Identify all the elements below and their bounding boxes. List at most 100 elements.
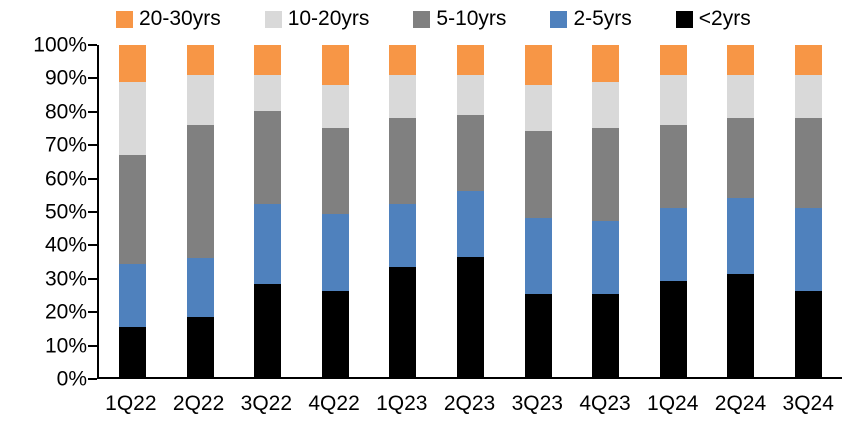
bar-segment [321,214,349,291]
legend-swatch-icon [264,10,282,28]
y-tick-label: 90% [44,66,87,90]
bar-segment [254,74,282,112]
legend-swatch-icon [675,10,693,28]
y-tick-mark [88,77,97,80]
legend-label: 20-30yrs [139,7,221,30]
y-tick-label: 60% [44,167,87,191]
bar-segment [727,45,755,75]
legend-label: 5-10yrs [436,7,507,30]
x-tick-label: 2Q24 [714,392,767,415]
y-tick-mark [88,44,97,46]
y-tick-mark [88,378,97,380]
x-tick-label: 3Q24 [782,392,834,415]
bar-column [504,45,572,377]
bar-segment [457,45,484,75]
bar-stack [186,45,214,377]
bar-column [774,45,842,377]
bar-stack [389,45,417,377]
bar-segment [727,274,755,377]
bar-segment [727,197,755,275]
bar-segment [254,204,282,285]
bar-stack [659,45,687,377]
bar-segment [389,204,417,268]
bar-segment [389,267,417,377]
bar-stack [254,45,282,377]
plot-area [97,45,842,379]
bar-segment [186,74,214,125]
bar-stack [457,45,484,377]
x-tick-label: 1Q22 [105,392,157,415]
bar-segment [659,45,687,75]
bar-segment [659,74,687,125]
bars-container [99,45,842,377]
legend-swatch-icon [550,10,568,28]
bar-column [99,45,167,377]
bar-segment [389,74,417,119]
y-tick-label: 30% [44,267,87,291]
bar-segment [389,45,417,75]
bar-segment [321,290,349,377]
bar-segment [524,131,552,218]
bar-segment [592,294,620,377]
bar-segment [727,118,755,198]
legend-swatch-icon [413,10,431,28]
legend-item: 5-10yrs [413,7,506,31]
chart-legend: 20-30yrs 10-20yrs 5-10yrs 2-5yrs <2yrs [116,7,751,31]
x-axis-labels: 1Q22 2Q22 3Q22 4Q22 1Q23 2Q23 3Q23 4Q23 1Q24 2Q24… [97,392,842,416]
bar-segment [457,114,484,192]
bar-column [167,45,235,377]
bar-stack [524,45,552,377]
legend-label: 10-20yrs [287,7,370,30]
y-tick-label: 20% [44,300,87,324]
y-tick-mark [88,177,97,180]
y-tick-label: 40% [44,233,87,257]
bar-segment [457,74,484,115]
x-tick-label: 1Q23 [376,392,428,415]
y-tick-mark [88,277,97,280]
y-tick-mark [88,110,97,113]
bar-column [437,45,505,377]
y-tick-label: 70% [44,133,87,157]
bar-segment [794,45,822,75]
bar-stack [794,45,822,377]
bar-segment [592,81,620,129]
bar-segment [659,280,687,377]
bar-segment [119,154,147,265]
bar-segment [794,207,822,291]
bar-segment [524,45,552,85]
bar-segment [321,84,349,129]
bar-segment [457,191,484,258]
bar-column [302,45,370,377]
y-tick-mark [88,311,97,314]
bar-stack [727,45,755,377]
bar-segment [254,111,282,205]
y-tick-label: 10% [44,334,87,358]
bar-segment [659,124,687,208]
bar-segment [524,217,552,294]
bar-segment [254,284,282,377]
bar-segment [119,327,147,377]
y-tick-label: 50% [44,200,87,224]
legend-item: <2yrs [675,7,751,31]
bar-column [639,45,707,377]
y-tick-mark [88,144,97,147]
y-tick-mark [88,344,97,347]
bar-segment [119,264,147,328]
x-tick-label: 4Q23 [579,392,631,415]
bar-segment [794,290,822,377]
y-tick-label: 0% [56,367,87,391]
bar-segment [186,45,214,75]
y-tick-mark [88,211,97,213]
bar-stack [592,45,620,377]
bar-column [572,45,640,377]
bar-segment [254,45,282,75]
bar-segment [659,207,687,281]
bar-segment [119,45,147,82]
x-tick-label: 2Q23 [443,392,496,415]
legend-label: <2yrs [698,7,751,30]
legend-item: 2-5yrs [550,7,632,31]
bar-segment [524,84,552,132]
bar-segment [186,124,214,258]
bar-segment [794,74,822,119]
